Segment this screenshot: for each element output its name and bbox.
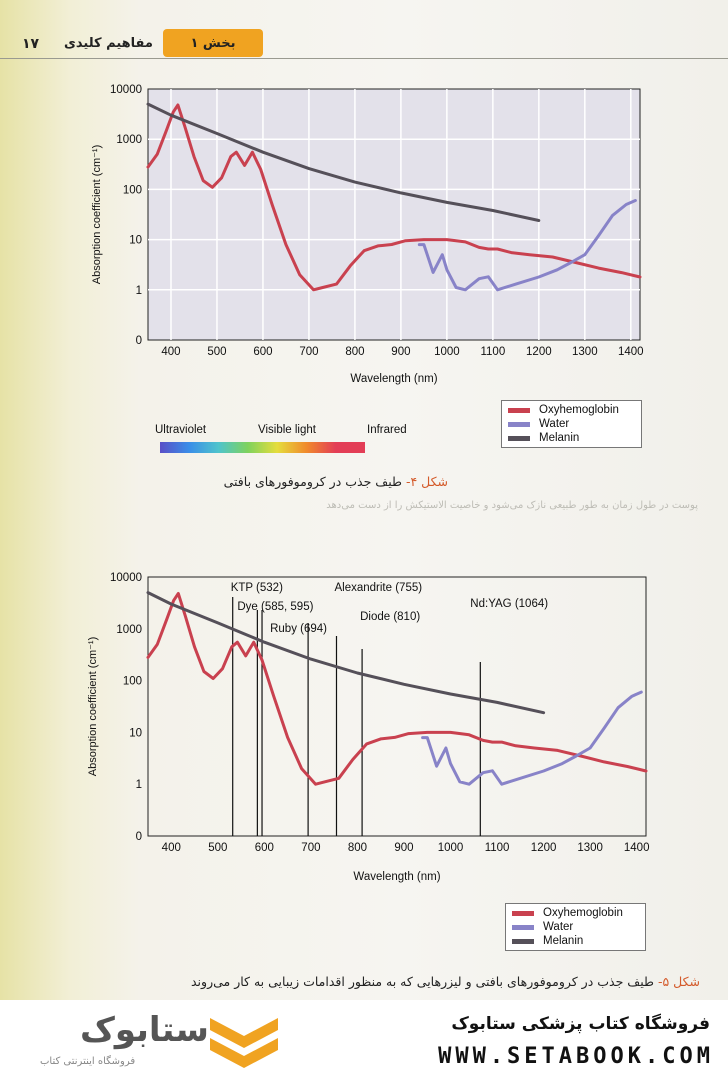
- page-number: ۱۷: [22, 36, 40, 52]
- x-tick-label: 800: [345, 346, 364, 358]
- store-name: فروشگاه کتاب پزشکی ستابوک: [451, 1014, 710, 1034]
- series-line: [421, 690, 643, 786]
- legend-item-melanin: Melanin: [512, 934, 639, 948]
- y-tick-label: 1000: [116, 624, 142, 636]
- section-tab: بخش ۱: [163, 29, 263, 57]
- legend-item-water: Water: [512, 920, 639, 934]
- laser-label: Nd:YAG (1064): [470, 598, 548, 610]
- legend-label: Oxyhemoglobin: [543, 907, 623, 919]
- laser-label: Diode (810): [360, 611, 420, 623]
- x-tick-label: 900: [394, 842, 413, 854]
- header-rule: [0, 58, 728, 59]
- absorption-chart-figure-4: 400 500 600 700 800 900 1000 1100 1200 1300 1400 10…: [0, 0, 728, 400]
- x-tick-label: 900: [391, 346, 410, 358]
- plot-area: [147, 88, 641, 341]
- y-tick-label: 100: [123, 184, 142, 196]
- y-tick-label: 1: [136, 779, 142, 791]
- series-line: [146, 103, 642, 292]
- store-url[interactable]: WWW.SETABOOK.COM: [438, 1044, 714, 1069]
- y-axis-label: Absorption coefficient (cm⁻¹): [87, 637, 99, 777]
- figure-4-legend: Oxyhemoglobin Water Melanin: [501, 400, 642, 448]
- x-tick-label: 1100: [480, 346, 505, 358]
- legend-item-oxyhemoglobin: Oxyhemoglobin: [508, 403, 635, 417]
- spectrum-gradient-bar: [160, 442, 365, 453]
- legend-label: Melanin: [543, 935, 584, 947]
- store-logo-subtitle: فروشگاه اینترنتی کتاب: [40, 1056, 136, 1067]
- y-tick-label: 0: [136, 335, 142, 347]
- y-tick-label: 10000: [110, 84, 142, 96]
- legend-label: Melanin: [539, 432, 580, 444]
- figure-5-legend: Oxyhemoglobin Water Melanin: [505, 903, 646, 951]
- laser-label: KTP (532): [231, 582, 283, 594]
- x-tick-label: 800: [348, 842, 367, 854]
- running-title: مفاهیم کلیدی: [64, 36, 153, 51]
- laser-label: Alexandrite (755): [334, 582, 422, 594]
- x-axis-label: Wavelength (nm): [353, 871, 440, 883]
- store-footer: ستابوک فروشگاه اینترنتی کتاب فروشگاه کتا…: [0, 1000, 728, 1080]
- x-tick-label: 500: [208, 842, 227, 854]
- legend-label: Water: [539, 418, 570, 430]
- caption-label: شکل ۵-: [657, 974, 700, 989]
- y-tick-label: 1000: [116, 134, 142, 146]
- x-tick-label: 1200: [531, 842, 557, 854]
- store-logo[interactable]: ستابوک: [80, 1010, 209, 1050]
- series-line: [417, 199, 637, 292]
- series-line: [146, 102, 541, 222]
- plot-area: [147, 576, 647, 837]
- x-tick-label: 1300: [572, 346, 598, 358]
- book-page: ۱۷ مفاهیم کلیدی بخش ۱ 400 500 600 700 800 900…: [0, 0, 728, 1000]
- x-tick-label: 1100: [485, 842, 510, 854]
- series-line: [146, 592, 648, 786]
- laser-label: Ruby (694): [270, 623, 327, 635]
- figure-4-caption: شکل ۴- طیف جذب در کروموفورهای بافتی: [224, 474, 448, 489]
- y-axis-label: Absorption coefficient (cm⁻¹): [91, 145, 103, 285]
- book-chevron-icon: [210, 1018, 278, 1068]
- x-axis-label: Wavelength (nm): [350, 373, 437, 385]
- y-tick-label: 10000: [110, 572, 142, 584]
- infrared-label: Infrared: [367, 424, 407, 436]
- x-tick-label: 400: [162, 842, 181, 854]
- visible-light-label: Visible light: [258, 424, 316, 436]
- absorption-chart-figure-5: 400 500 600 700 800 900 1000 1100 1200 1300 1400 10…: [87, 572, 650, 883]
- caption-label: شکل ۴-: [405, 474, 448, 489]
- x-tick-label: 1000: [438, 842, 464, 854]
- y-tick-label: 0: [136, 831, 142, 843]
- x-tick-label: 700: [299, 346, 318, 358]
- legend-label: Oxyhemoglobin: [539, 404, 619, 416]
- caption-text: طیف جذب در کروموفورهای بافتی و لیزرهایی …: [191, 974, 654, 989]
- x-tick-label: 1400: [624, 842, 650, 854]
- x-tick-label: 700: [301, 842, 320, 854]
- x-tick-label: 1400: [618, 346, 644, 358]
- y-tick-label: 10: [129, 235, 142, 247]
- x-tick-label: 1200: [526, 346, 552, 358]
- y-tick-label: 10: [129, 727, 142, 739]
- x-tick-label: 600: [255, 842, 274, 854]
- x-tick-label: 1000: [434, 346, 460, 358]
- y-tick-label: 100: [123, 676, 142, 688]
- x-tick-label: 500: [207, 346, 226, 358]
- y-tick-label: 1: [136, 285, 142, 297]
- x-tick-label: 400: [161, 346, 180, 358]
- ultraviolet-label: Ultraviolet: [155, 424, 207, 436]
- legend-item-melanin: Melanin: [508, 431, 635, 445]
- legend-item-water: Water: [508, 417, 635, 431]
- laser-label: Dye (585, 595): [237, 601, 313, 613]
- light-spectrum: Ultraviolet Visible light Infrared: [155, 422, 407, 462]
- figure-5-caption: شکل ۵- طیف جذب در کروموفورهای بافتی و لی…: [191, 974, 700, 989]
- x-tick-label: 600: [253, 346, 272, 358]
- legend-label: Water: [543, 921, 574, 933]
- x-tick-label: 1300: [577, 842, 603, 854]
- series-line: [146, 591, 546, 715]
- legend-item-oxyhemoglobin: Oxyhemoglobin: [512, 906, 639, 920]
- caption-text: طیف جذب در کروموفورهای بافتی: [223, 474, 402, 489]
